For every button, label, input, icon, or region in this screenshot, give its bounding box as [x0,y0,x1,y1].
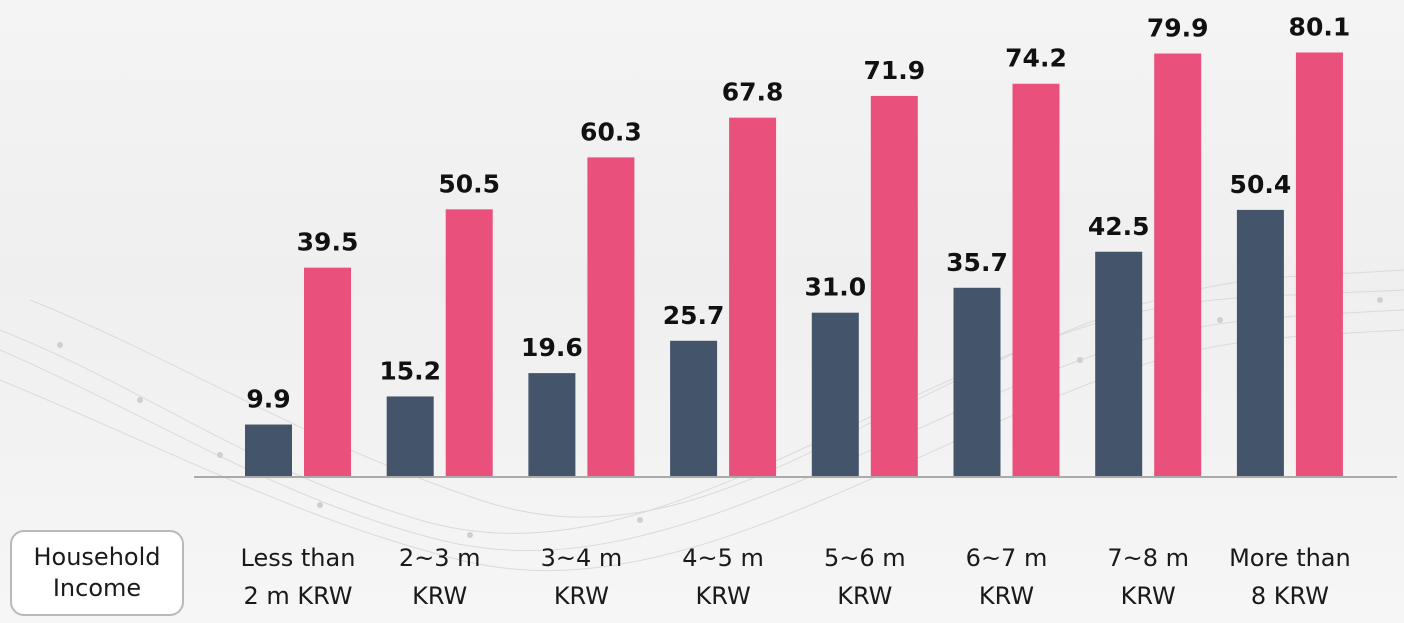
bar-series-1-2 [386,396,434,477]
bar-series-2-4 [729,117,777,477]
data-label-series-1-2: 15.2 [379,356,441,385]
category-label-5-line-2: KRW [837,582,892,610]
x-axis-title-line-2: Income [52,574,142,602]
category-label-2-line-2: KRW [412,582,467,610]
data-label-series-2-4: 67.8 [722,78,784,107]
category-label-6-line-1: 6~7 m [966,544,1048,572]
data-label-series-2-7: 79.9 [1147,14,1209,43]
bar-series-1-3 [528,373,576,477]
bar-series-2-5 [870,95,918,478]
data-label-series-1-6: 35.7 [946,248,1008,277]
category-label-7-line-2: KRW [1121,582,1176,610]
category-label-1-line-1: Less than [241,544,356,572]
category-label-5-line-1: 5~6 m [824,544,906,572]
category-label-7-line-1: 7~8 m [1107,544,1189,572]
data-label-series-2-8: 80.1 [1289,12,1351,41]
data-label-series-1-7: 42.5 [1088,212,1150,241]
data-label-series-1-5: 31.0 [804,273,866,302]
category-label-6-line-2: KRW [979,582,1034,610]
category-label-2-line-1: 2~3 m [399,544,481,572]
bar-series-1-8 [1236,209,1284,477]
data-label-series-2-3: 60.3 [580,117,642,146]
data-label-series-2-6: 74.2 [1005,44,1067,73]
category-label-1-line-2: 2 m KRW [243,582,352,610]
category-label-3-line-2: KRW [554,582,609,610]
category-label-4-line-1: 4~5 m [682,544,764,572]
category-label-8-line-1: More than [1229,544,1351,572]
data-label-series-1-3: 19.6 [521,333,583,362]
bar-series-1-6 [953,287,1001,477]
bar-series-2-6 [1012,83,1060,478]
category-label-3-line-1: 3~4 m [541,544,623,572]
bar-series-1-7 [1095,251,1143,477]
bar-series-2-3 [587,157,635,477]
bar-series-1-1 [245,424,292,477]
bar-series-2-2 [445,209,493,477]
data-label-series-1-1: 9.9 [246,385,290,414]
x-axis-title: Household Income [10,530,184,616]
data-label-series-1-4: 25.7 [663,301,725,330]
bar-series-2-8 [1295,52,1343,477]
bar-series-2-7 [1154,53,1202,477]
data-label-series-2-5: 71.9 [863,56,925,85]
bar-series-1-4 [670,340,718,477]
data-label-series-2-1: 39.5 [297,228,359,257]
data-label-series-2-2: 50.5 [438,169,500,198]
bar-series-1-5 [811,312,859,477]
x-axis-title-line-1: Household [33,542,161,571]
bar-series-2-1 [304,267,351,477]
category-label-8-line-2: 8 KRW [1251,582,1329,610]
data-label-series-1-8: 50.4 [1230,170,1292,199]
category-label-4-line-2: KRW [696,582,751,610]
